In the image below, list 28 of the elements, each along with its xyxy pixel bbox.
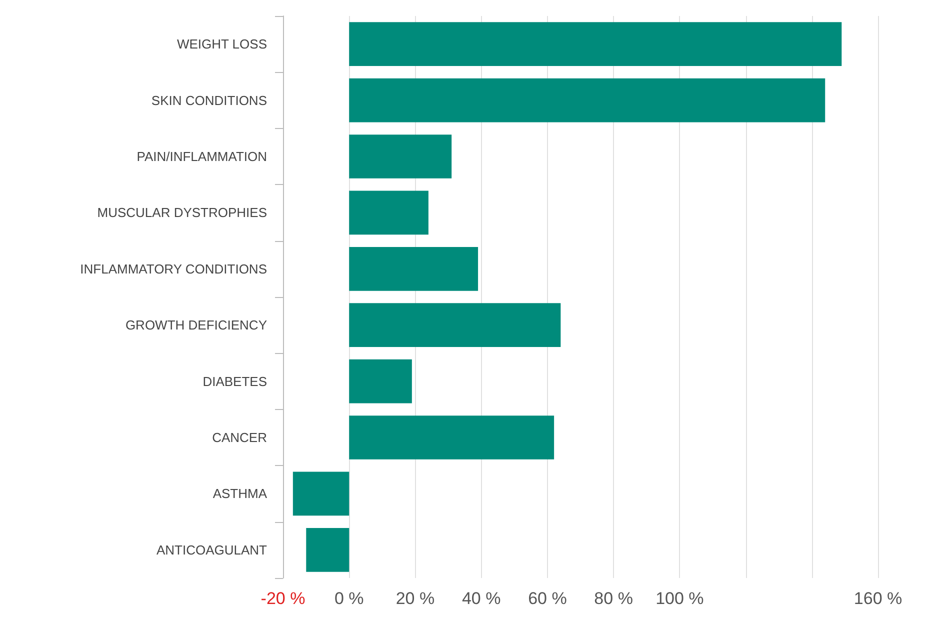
y-tick-label: DIABETES <box>202 374 268 389</box>
x-tick-label: 60 % <box>528 589 567 608</box>
bar <box>306 528 350 572</box>
y-tick-label: INFLAMMATORY CONDITIONS <box>80 261 268 276</box>
x-tick-label: 40 % <box>462 589 501 608</box>
bar <box>349 190 428 235</box>
x-tick-label: 100 % <box>656 589 704 608</box>
bar <box>349 78 826 122</box>
x-tick-label: 0 % <box>334 589 364 608</box>
y-tick-label: CANCER <box>212 430 267 445</box>
x-tick-label: 20 % <box>396 589 435 608</box>
y-tick-label: ASTHMA <box>212 486 268 502</box>
bar <box>292 472 350 516</box>
x-tick-label: 160 % <box>854 589 902 608</box>
y-tick-label: PAIN/INFLAMMATION <box>136 149 267 164</box>
y-tick-label: ANTICOAGULANT <box>156 542 268 558</box>
x-tick-label: -20 % <box>260 589 306 608</box>
bar <box>349 303 561 348</box>
bar <box>349 359 412 404</box>
bar <box>349 246 478 291</box>
x-tick-label: 80 % <box>594 589 633 608</box>
bar <box>349 134 452 178</box>
y-tick-label: SKIN CONDITIONS <box>151 92 268 108</box>
y-tick-label: WEIGHT LOSS <box>176 36 268 52</box>
y-tick-label: GROWTH DEFICIENCY <box>125 318 268 333</box>
bar <box>349 22 842 66</box>
y-tick-label: MUSCULAR DYSTROPHIES <box>97 205 268 220</box>
bar <box>349 416 554 460</box>
